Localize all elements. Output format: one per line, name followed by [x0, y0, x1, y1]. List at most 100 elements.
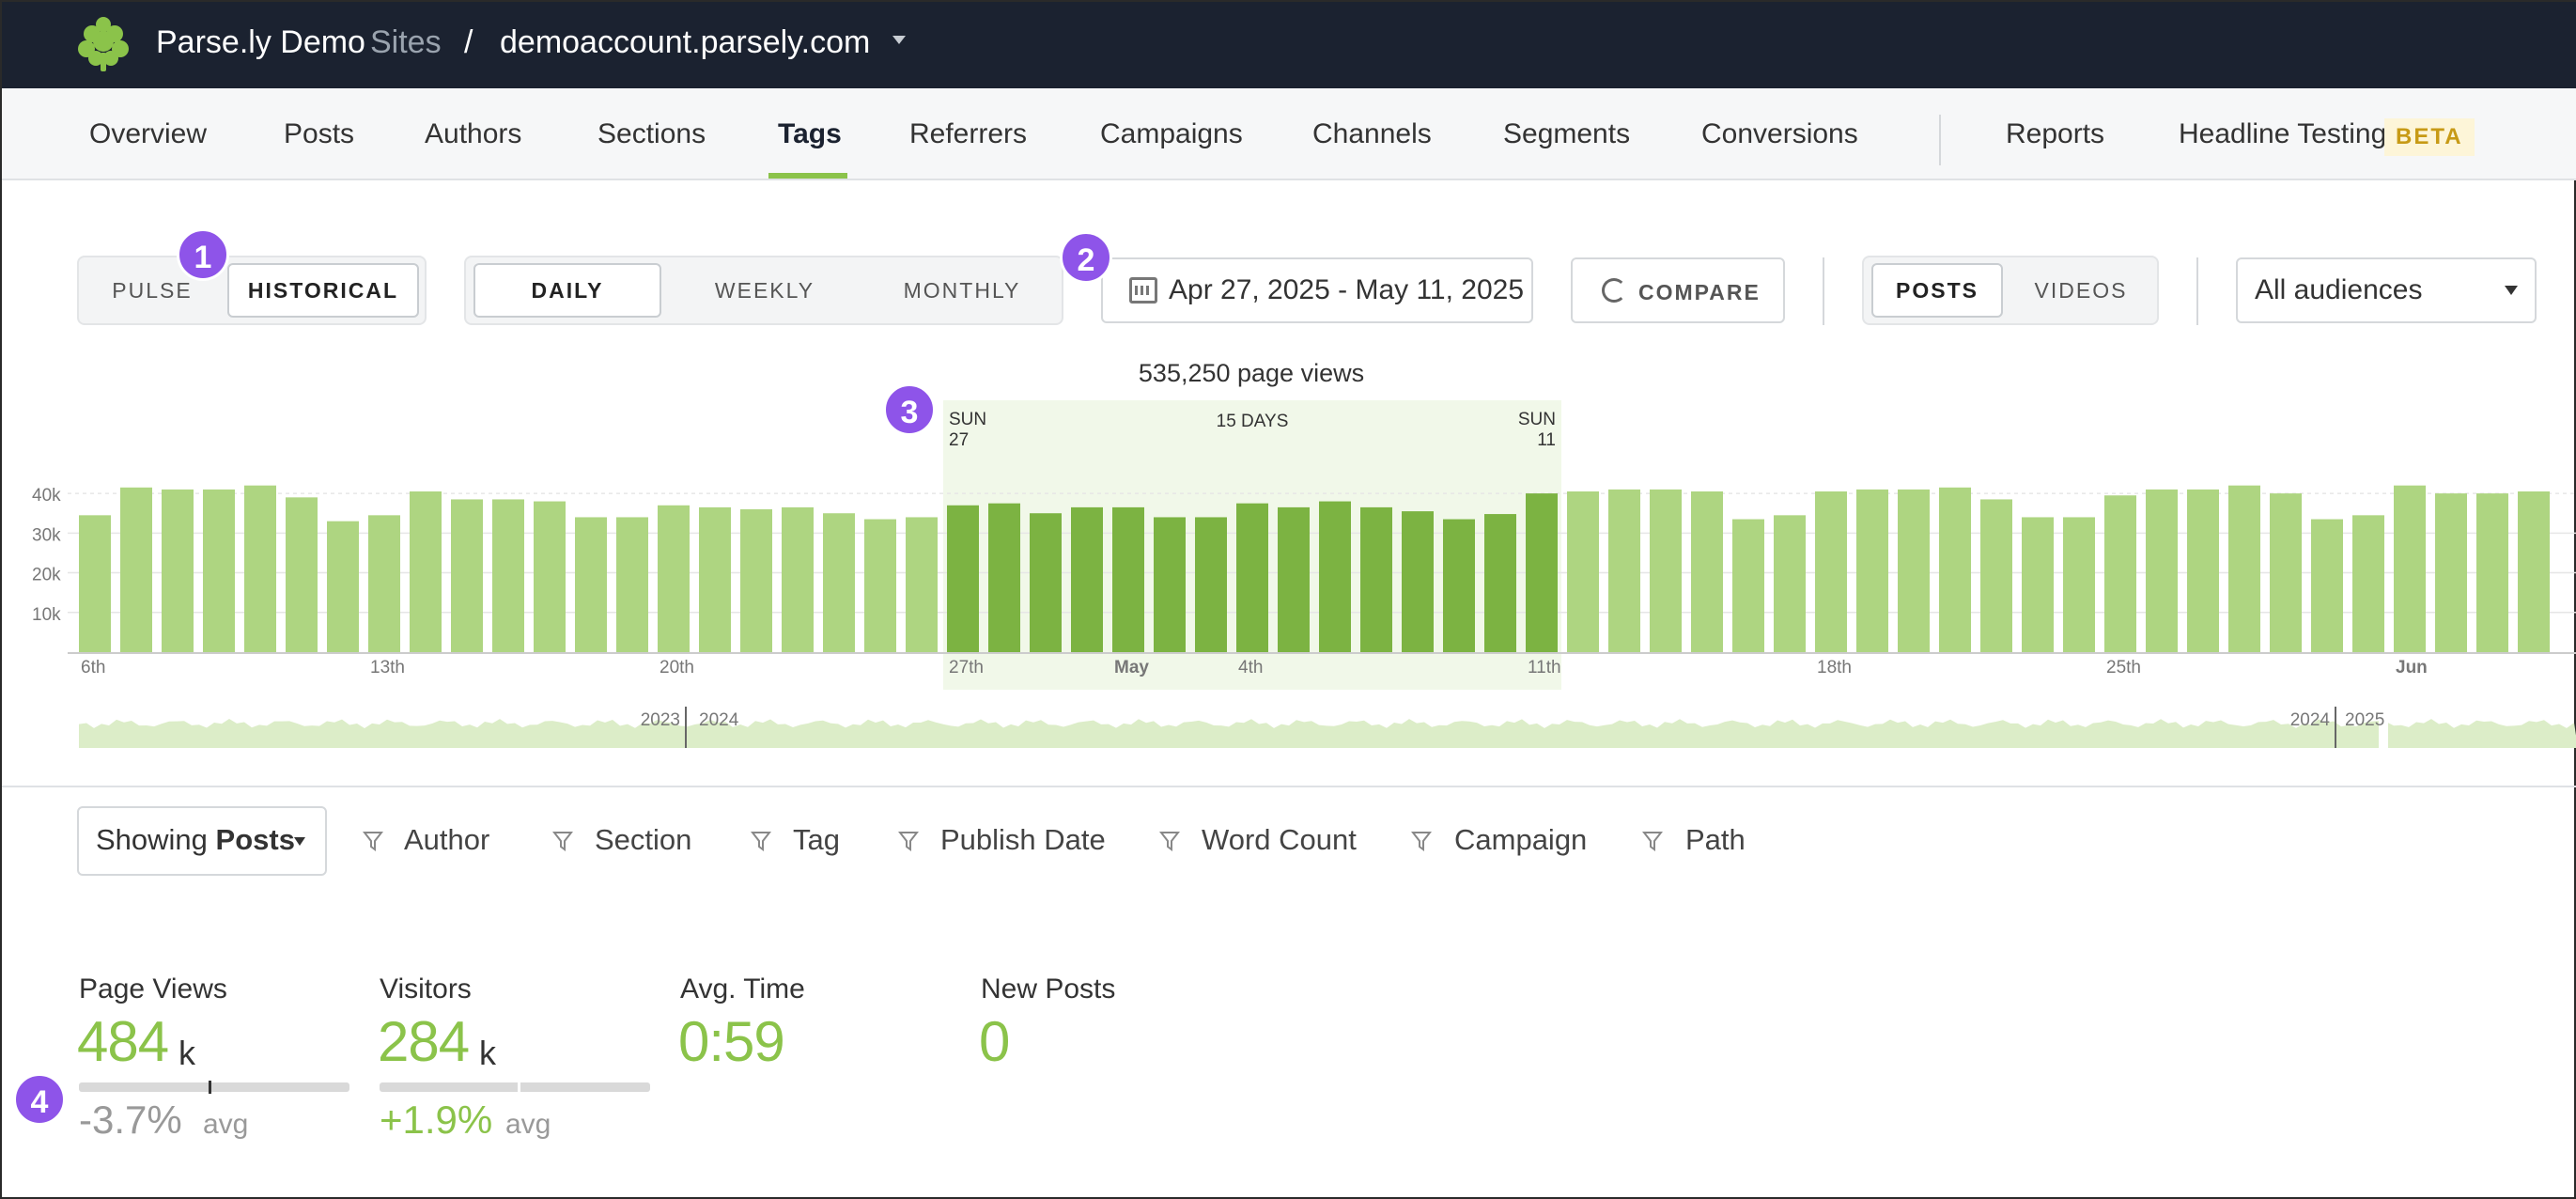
date-range-text[interactable]: Apr 27, 2025 - May 11, 2025: [1169, 274, 1525, 305]
pulse-button[interactable]: PULSE: [112, 278, 193, 303]
selection-start-date: 27: [949, 430, 969, 450]
filter-publish-date[interactable]: Publish Date: [940, 823, 1106, 856]
tab-conversions[interactable]: Conversions: [1701, 118, 1858, 149]
bar: [988, 503, 1020, 652]
year-label: 2024: [2290, 710, 2331, 730]
controls-divider: [2196, 257, 2198, 325]
bar: [1112, 506, 1144, 652]
bar: [1567, 491, 1599, 652]
year-label: 2025: [2345, 710, 2384, 730]
y-tick-label: 20k: [32, 566, 61, 585]
filter-icon: [751, 832, 771, 851]
tab-posts[interactable]: Posts: [284, 118, 355, 149]
y-tick-label: 40k: [32, 486, 61, 506]
y-tick-label: 30k: [32, 525, 61, 545]
tab-segments[interactable]: Segments: [1503, 118, 1631, 149]
domain-selector[interactable]: demoaccount.parsely.com: [500, 24, 871, 60]
bar: [1195, 517, 1227, 652]
bar: [1278, 506, 1310, 652]
bar: [1443, 519, 1475, 652]
bar: [2476, 493, 2508, 652]
bar: [1402, 511, 1434, 652]
posts-button[interactable]: POSTS: [1871, 263, 2003, 318]
showing-dropdown[interactable]: [77, 806, 327, 876]
metric-visitors-delta: +1.9%: [380, 1098, 493, 1142]
tab-campaigns[interactable]: Campaigns: [1100, 118, 1243, 149]
bar: [79, 515, 111, 652]
bar: [1236, 503, 1268, 652]
metric-page-views-avg-marker: [209, 1081, 212, 1094]
bar: [410, 491, 442, 652]
audience-select[interactable]: [2236, 257, 2537, 323]
bar: [1608, 489, 1640, 652]
bar: [368, 515, 400, 652]
tab-tags[interactable]: Tags: [778, 118, 842, 149]
tab-sections[interactable]: Sections: [597, 118, 706, 149]
tab-channels[interactable]: Channels: [1312, 118, 1432, 149]
bar: [1526, 493, 1558, 652]
bar: [947, 505, 979, 652]
annotation-badge-4: 4: [13, 1073, 66, 1126]
tab-reports[interactable]: Reports: [2006, 118, 2105, 149]
metric-page-views-value: 484: [77, 1010, 169, 1073]
tab-referrers[interactable]: Referrers: [909, 118, 1028, 149]
filter-author[interactable]: Author: [404, 823, 490, 856]
bar: [451, 499, 483, 652]
chevron-down-icon[interactable]: [2505, 286, 2518, 295]
metric-visitors-avg: avg: [505, 1109, 551, 1140]
bar: [575, 517, 607, 652]
historical-button[interactable]: HISTORICAL: [227, 263, 419, 318]
chevron-down-icon[interactable]: [892, 36, 906, 44]
chevron-down-icon[interactable]: [294, 837, 305, 846]
tab-authors[interactable]: Authors: [425, 118, 522, 149]
tab-headline-testing[interactable]: Headline Testing: [2179, 118, 2387, 149]
weekly-button[interactable]: WEEKLY: [714, 278, 815, 303]
compare-label[interactable]: COMPARE: [1638, 280, 1761, 304]
metric-visitors-value: 284: [378, 1010, 470, 1073]
bar: [2435, 493, 2467, 652]
filter-section[interactable]: Section: [595, 823, 692, 856]
tab-overview[interactable]: Overview: [89, 118, 208, 149]
year-label: 2024: [699, 710, 739, 730]
monthly-button[interactable]: MONTHLY: [903, 278, 1021, 303]
brand-name: Parse.ly Demo: [156, 24, 365, 60]
bar: [1071, 506, 1103, 652]
metric-page-views-bar: [79, 1082, 349, 1092]
sites-link[interactable]: Sites: [370, 24, 442, 60]
parsely-logo-icon[interactable]: [75, 15, 132, 73]
bar: [534, 501, 566, 652]
date-range-picker[interactable]: [1101, 257, 1533, 323]
showing-label[interactable]: Showing Posts: [96, 823, 295, 856]
bar: [1691, 491, 1723, 652]
filter-tag[interactable]: Tag: [793, 823, 840, 856]
x-tick-label: 18th: [1817, 658, 1852, 677]
filter-campaign[interactable]: Campaign: [1454, 823, 1588, 856]
bar: [286, 497, 318, 652]
filter-path[interactable]: Path: [1685, 823, 1746, 856]
bar: [327, 521, 359, 652]
bar: [203, 489, 235, 652]
bar: [2270, 493, 2302, 652]
metric-new-posts-label: New Posts: [981, 973, 1116, 1004]
audience-value[interactable]: All audiences: [2255, 274, 2423, 305]
x-tick-label: 25th: [2106, 658, 2141, 677]
bar: [2228, 485, 2260, 652]
bar: [492, 499, 524, 652]
metric-new-posts-value: 0: [979, 1010, 1010, 1073]
x-tick-label: 27th: [949, 658, 984, 677]
filter-icon: [1159, 832, 1180, 851]
selection-end-day: SUN: [1518, 410, 1556, 429]
nav-divider: [1939, 115, 1941, 165]
metric-page-views-delta: -3.7%: [79, 1098, 182, 1142]
overview-area: [79, 719, 2576, 748]
metric-page-views-label: Page Views: [79, 973, 227, 1004]
videos-button[interactable]: VIDEOS: [2034, 278, 2128, 303]
filter-word-count[interactable]: Word Count: [1202, 823, 1357, 856]
bar: [616, 517, 648, 652]
daily-button[interactable]: DAILY: [473, 263, 661, 318]
metric-avg-time-label: Avg. Time: [680, 973, 805, 1004]
bar: [120, 487, 152, 652]
bar: [658, 505, 690, 652]
bar: [782, 506, 814, 652]
